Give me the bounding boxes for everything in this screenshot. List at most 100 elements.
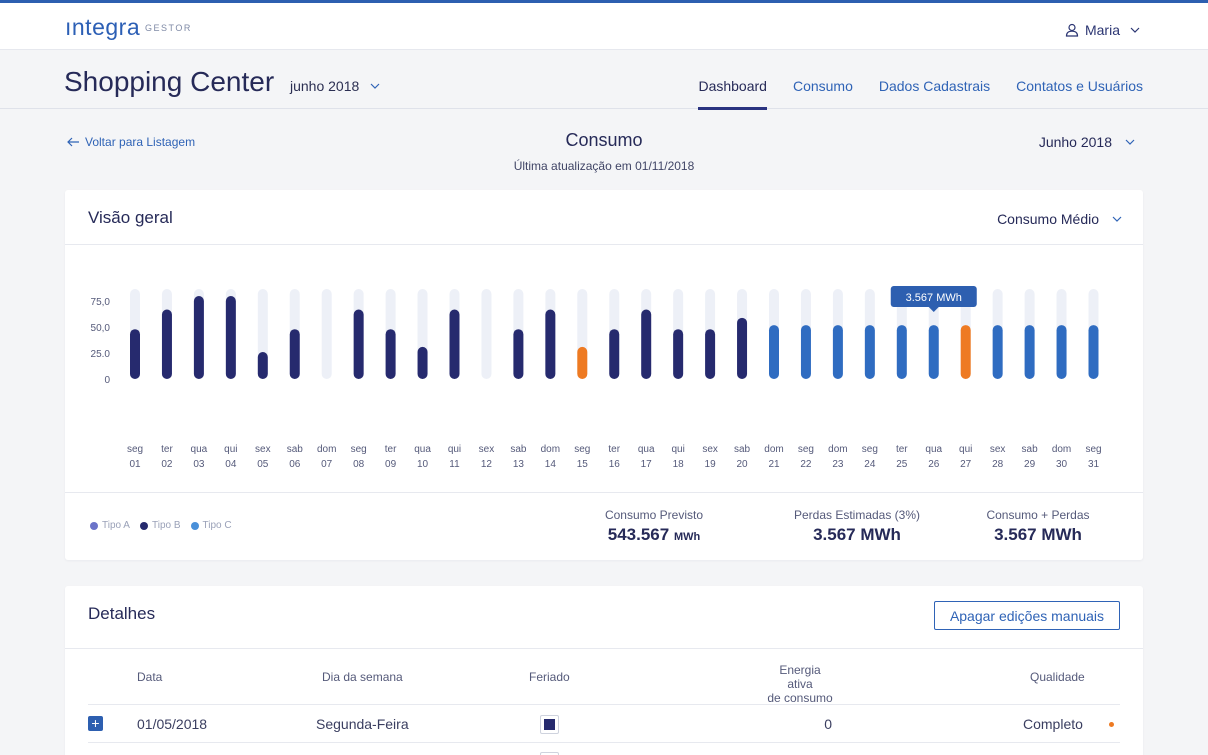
bar[interactable] [737, 317, 748, 379]
tab-consumo[interactable]: Consumo [792, 78, 853, 94]
bar-track [481, 289, 492, 379]
x-tick-date: 12 [481, 459, 493, 470]
x-tick-day: qua [638, 444, 655, 455]
x-tick-day: dom [764, 444, 783, 455]
bar[interactable] [417, 346, 428, 379]
cell-energy[interactable]: 0 [824, 716, 832, 732]
x-tick-day: sex [990, 444, 1006, 455]
holiday-checkbox[interactable] [540, 715, 559, 734]
x-tick-date: 02 [161, 459, 173, 470]
bar[interactable] [896, 325, 907, 379]
bar[interactable] [1056, 325, 1067, 379]
legend-dot [190, 521, 199, 530]
bar[interactable] [1024, 325, 1035, 379]
back-link[interactable]: Voltar para Listagem [66, 135, 195, 149]
x-tick-day: sex [255, 444, 271, 455]
x-tick-day: seg [1085, 444, 1101, 455]
x-tick-day: ter [608, 444, 620, 455]
tooltip-pointer [928, 307, 939, 312]
period-select[interactable]: Junho 2018 [1039, 134, 1136, 150]
column-header-feriado[interactable]: Feriado [529, 670, 570, 684]
holiday-checkbox[interactable] [540, 752, 559, 755]
details-title: Detalhes [88, 604, 156, 623]
stat-label: Consumo Previsto [604, 508, 704, 522]
column-header-dia-semana[interactable]: Dia da semana [322, 670, 403, 684]
bar[interactable] [1088, 325, 1099, 379]
page-title: Shopping Center [64, 66, 275, 97]
column-header-qualidade[interactable]: Qualidade [1030, 670, 1085, 684]
bar[interactable] [385, 329, 396, 379]
table-row-divider [88, 704, 1120, 705]
x-tick-date: 14 [545, 459, 557, 470]
month-select[interactable]: junho 2018 [290, 78, 381, 94]
x-tick-day: ter [385, 444, 397, 455]
x-tick-date: 03 [193, 459, 205, 470]
bar[interactable] [449, 309, 460, 379]
x-tick-day: sex [702, 444, 718, 455]
column-header-energia-line1: Energia ativa [779, 663, 821, 691]
bar[interactable] [130, 329, 140, 379]
x-tick-day: qui [448, 444, 461, 455]
x-tick-date: 04 [225, 459, 237, 470]
chevron-down-icon [1112, 216, 1122, 222]
bar[interactable] [193, 296, 204, 379]
chevron-down-icon [1125, 139, 1135, 145]
tab-contatos-usuarios[interactable]: Contatos e Usuários [1016, 78, 1143, 94]
x-tick-day: seg [574, 444, 590, 455]
expand-row-button[interactable]: + [88, 716, 103, 731]
tab-dashboard[interactable]: Dashboard [698, 78, 767, 110]
bar[interactable] [257, 352, 268, 379]
x-tick-day: dom [541, 444, 560, 455]
user-menu[interactable]: Maria [1065, 22, 1142, 38]
bar[interactable] [289, 329, 300, 379]
bar[interactable] [545, 309, 556, 379]
bar[interactable] [641, 309, 652, 379]
column-header-data[interactable]: Data [137, 670, 163, 684]
x-tick-day: qua [925, 444, 942, 455]
tab-dados-cadastrais[interactable]: Dados Cadastrais [878, 78, 991, 94]
bar[interactable] [161, 309, 172, 379]
legend-label: Tipo A [102, 520, 130, 531]
bar[interactable] [864, 325, 875, 379]
bar[interactable] [513, 329, 524, 379]
chevron-down-icon [1130, 27, 1140, 33]
y-tick-label: 25.0 [91, 349, 111, 360]
x-tick-date: 21 [768, 459, 780, 470]
overview-card: Visão geral Consumo Médio 0 25.0 50,0 75,0 s… [65, 190, 1143, 560]
legend-item-tipo-a: Tipo A [90, 520, 130, 531]
bar[interactable] [992, 325, 1003, 379]
user-name: Maria [1084, 22, 1120, 38]
x-tick-date: 09 [385, 459, 397, 470]
x-tick-day: qui [224, 444, 237, 455]
x-tick-date: 27 [960, 459, 972, 470]
x-tick-day: dom [1052, 444, 1071, 455]
bar[interactable] [609, 329, 620, 379]
x-tick-date: 10 [417, 459, 429, 470]
metric-select[interactable]: Consumo Médio [997, 211, 1123, 227]
bar[interactable] [225, 296, 236, 379]
x-tick-day: sab [734, 444, 751, 455]
page-header: Shopping Center junho 2018 Dashboard Con… [0, 50, 1208, 110]
x-tick-day: qui [959, 444, 972, 455]
bar[interactable] [960, 325, 971, 379]
x-tick-date: 30 [1056, 459, 1068, 470]
bar[interactable] [800, 325, 811, 379]
clear-manual-edits-button[interactable]: Apagar edições manuais [934, 601, 1120, 630]
stat-unit: MWh [673, 531, 701, 543]
bar[interactable] [705, 329, 716, 379]
bar[interactable] [769, 325, 779, 379]
x-tick-day: seg [127, 444, 143, 455]
app-logo[interactable]: ıntegra [65, 14, 141, 40]
column-header-energia[interactable]: Energia ativa de consumo [765, 663, 835, 705]
bar[interactable] [577, 346, 588, 379]
stat-consumo-previsto: Consumo Previsto 543.567 MWh [574, 508, 734, 545]
legend-item-tipo-c: Tipo C [190, 520, 232, 531]
x-tick-date: 16 [609, 459, 621, 470]
bar[interactable] [832, 325, 843, 379]
top-bar: ıntegra GESTOR Maria [0, 3, 1208, 50]
bar[interactable] [673, 329, 684, 379]
bar[interactable] [928, 325, 939, 379]
legend-dot [139, 521, 148, 530]
bar[interactable] [353, 309, 364, 379]
checkbox-checked-mark [544, 719, 555, 730]
